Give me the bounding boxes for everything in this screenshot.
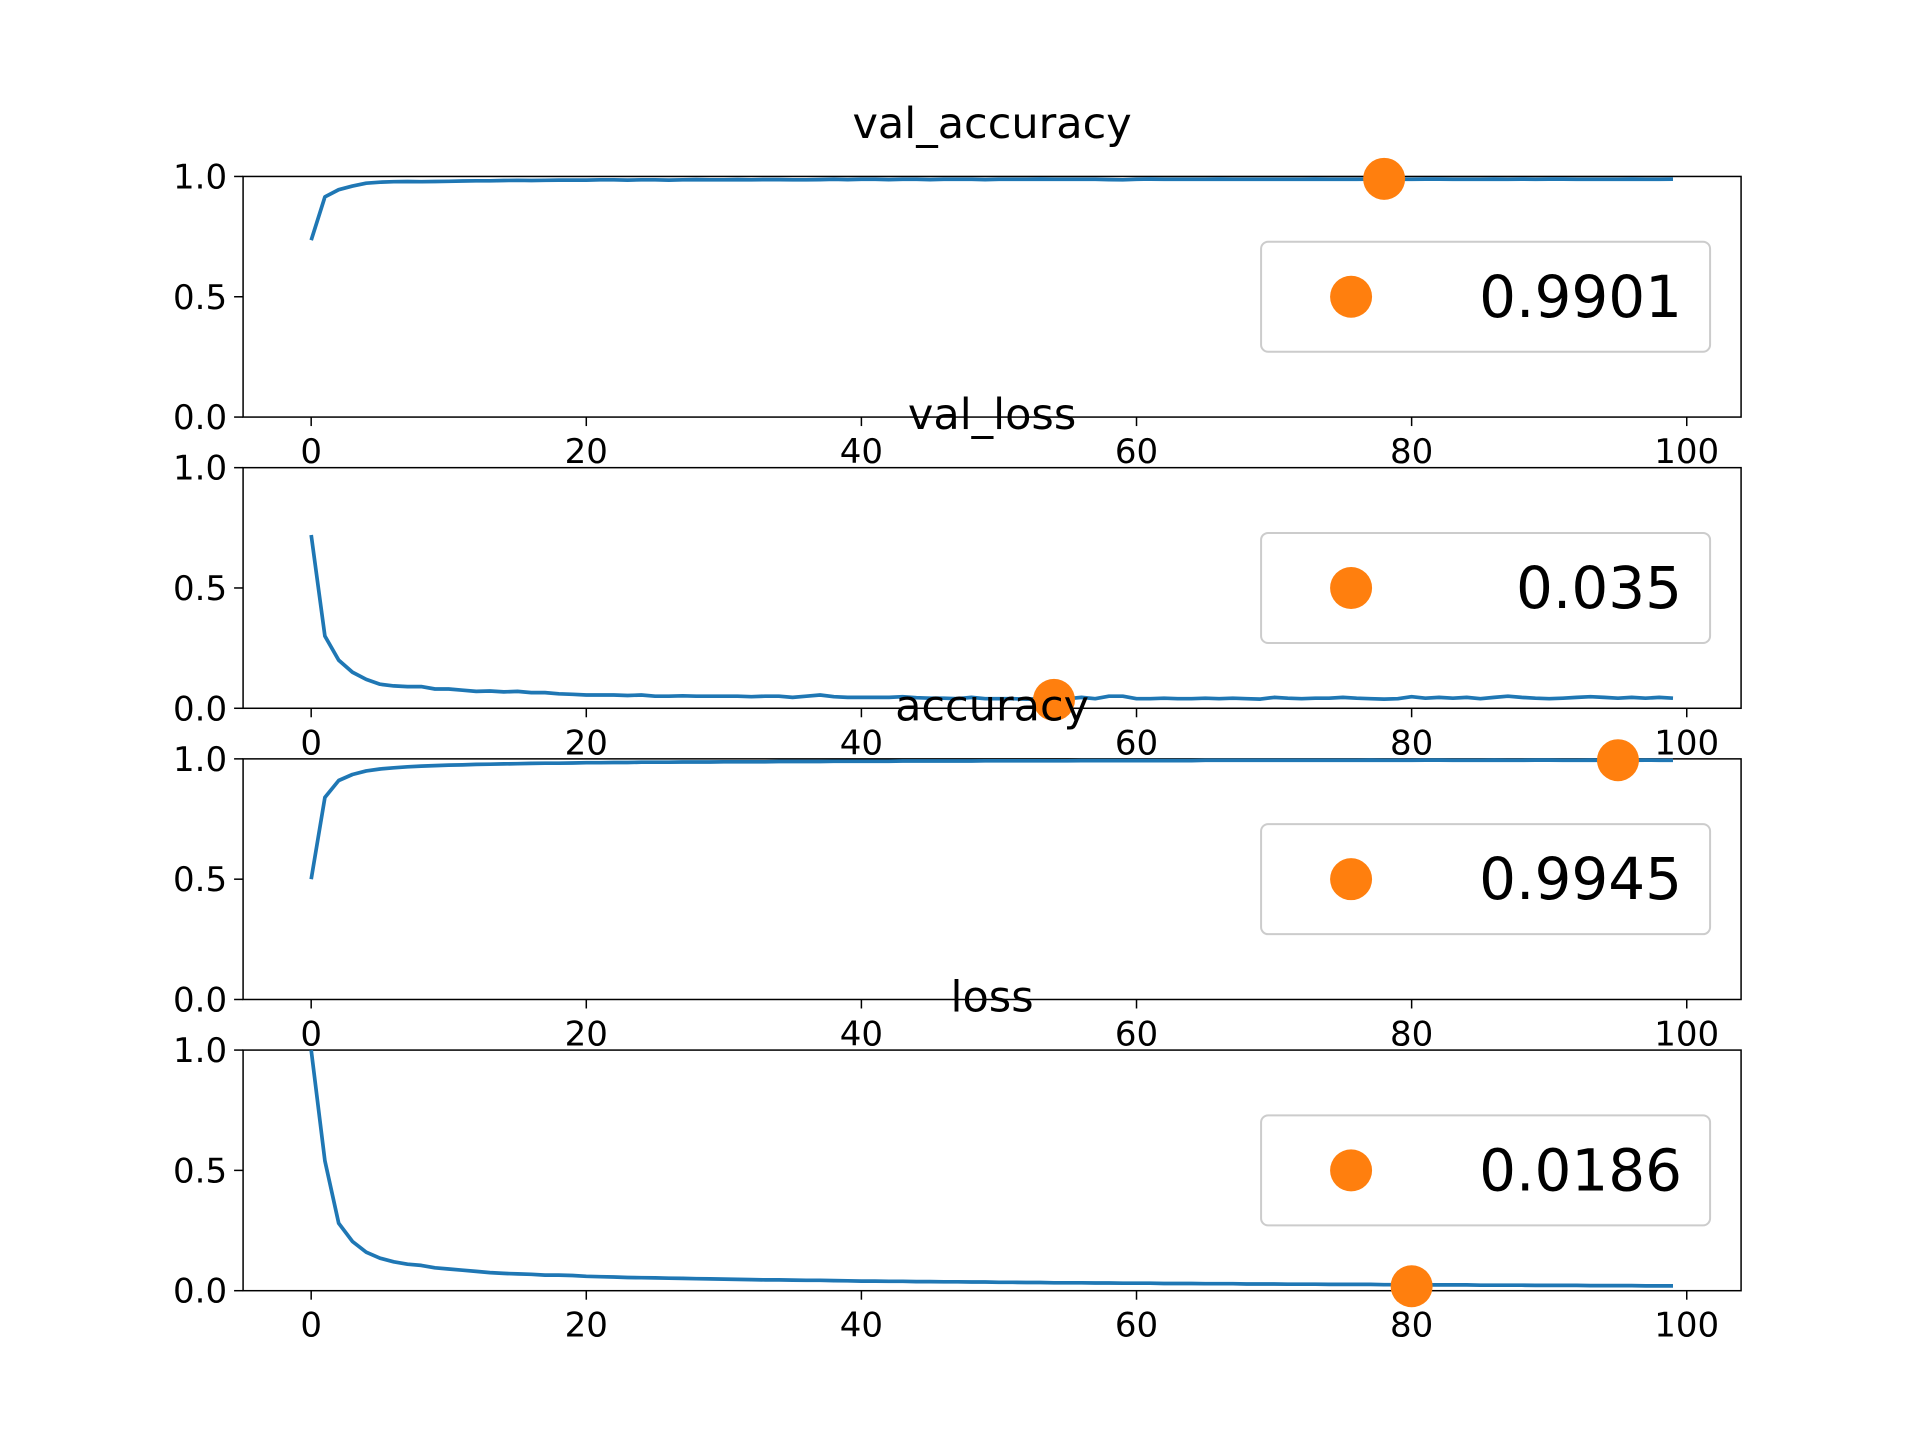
x-tick-label: 20 [565, 1014, 608, 1054]
y-tick-label: 0.5 [173, 860, 227, 900]
x-tick-label: 0 [300, 1014, 322, 1054]
subplot-title: accuracy [895, 681, 1089, 731]
x-tick-label: 40 [840, 432, 883, 472]
legend-box [1260, 240, 1712, 353]
x-tick-label: 60 [1115, 1014, 1158, 1054]
y-tick-label: 0.0 [173, 398, 227, 438]
x-tick-label: 60 [1115, 723, 1158, 763]
best-marker-point [1390, 1265, 1433, 1308]
subplot-val-accuracy: val_accuracy 0 20 40 60 80 100 0.0 0.5 1.0 0.9901 [173, 99, 1742, 472]
series-line [309, 1049, 1673, 1288]
x-tick-label: 100 [1654, 432, 1719, 472]
legend-box [1260, 1114, 1712, 1227]
best-marker-point [1363, 157, 1406, 200]
y-tick-label: 1.0 [173, 1031, 227, 1071]
x-tick-label: 40 [840, 1014, 883, 1054]
x-tick-label: 100 [1654, 1306, 1719, 1346]
x-tick-label: 80 [1390, 1306, 1433, 1346]
legend-box [1260, 531, 1712, 644]
x-tick-label: 40 [840, 723, 883, 763]
x-tick-label: 100 [1654, 1014, 1719, 1054]
legend-marker [1330, 275, 1373, 318]
y-tick-label: 1.0 [173, 740, 227, 780]
legend-label: 0.0186 [1479, 1136, 1682, 1204]
x-tick-label: 80 [1390, 432, 1433, 472]
x-tick-label: 100 [1654, 723, 1719, 763]
subplot-title: val_accuracy [852, 99, 1131, 149]
x-tick-label: 60 [1115, 1306, 1158, 1346]
legend-label: 0.9901 [1479, 263, 1682, 331]
y-tick-label: 0.0 [173, 689, 227, 729]
legend-marker [1330, 858, 1373, 901]
x-tick-label: 0 [300, 723, 322, 763]
y-tick-label: 0.5 [173, 569, 227, 609]
x-tick-label: 80 [1390, 723, 1433, 763]
y-tick-label: 0.5 [173, 1151, 227, 1191]
x-tick-label: 40 [840, 1306, 883, 1346]
x-tick-label: 20 [565, 723, 608, 763]
x-tick-label: 80 [1390, 1014, 1433, 1054]
x-tick-label: 60 [1115, 432, 1158, 472]
y-tick-label: 1.0 [173, 157, 227, 197]
series-line [309, 177, 1674, 241]
series-line [309, 534, 1674, 702]
best-marker-point [1596, 739, 1639, 782]
x-tick-label: 20 [565, 432, 608, 472]
legend-label: 0.035 [1516, 554, 1682, 622]
subplot-title: loss [951, 973, 1034, 1023]
series-line [309, 758, 1673, 880]
legend-marker [1330, 566, 1373, 609]
legend-label: 0.9945 [1479, 845, 1682, 913]
y-tick-label: 0.5 [173, 278, 227, 318]
legend-box [1260, 823, 1712, 936]
best-marker-point [1032, 678, 1075, 721]
subplot-val-loss: val_loss 0 20 40 60 80 100 0.0 0.5 1.0 0.035 [173, 390, 1742, 763]
subplot-loss: loss 0 20 40 60 80 100 0.0 0.5 1.0 0.0186 [173, 973, 1742, 1346]
x-tick-label: 0 [300, 1306, 322, 1346]
x-tick-label: 20 [565, 1306, 608, 1346]
x-tick-label: 0 [300, 432, 322, 472]
legend-marker [1330, 1149, 1373, 1192]
y-tick-label: 0.0 [173, 980, 227, 1020]
subplot-title: val_loss [908, 390, 1076, 440]
y-tick-label: 1.0 [173, 449, 227, 489]
y-tick-label: 0.0 [173, 1272, 227, 1312]
subplot-accuracy: accuracy 0 20 40 60 80 100 0.0 0.5 1.0 0.9945 [173, 681, 1742, 1054]
